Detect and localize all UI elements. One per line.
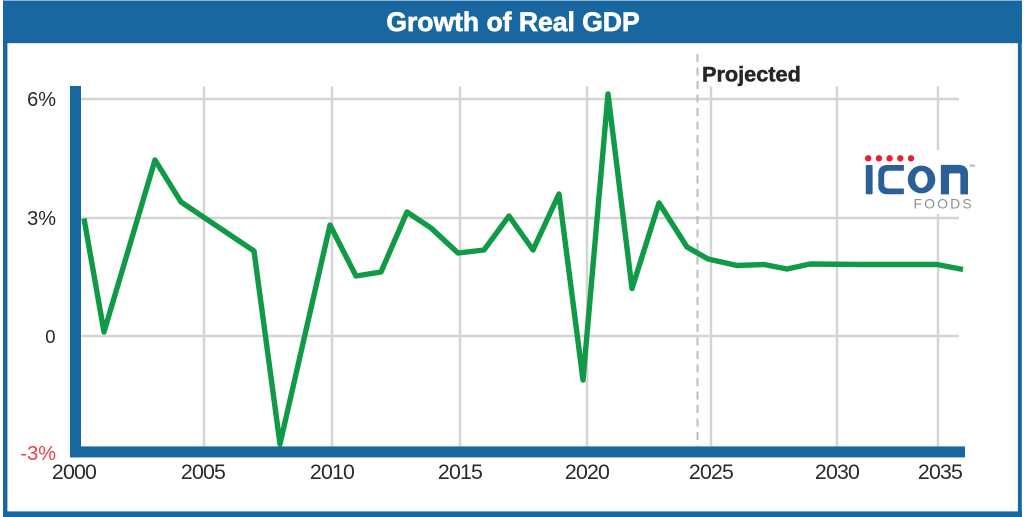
svg-text:-3%: -3% [20,443,56,465]
svg-text:2015: 2015 [438,460,482,484]
svg-text:FOODS: FOODS [914,196,974,212]
svg-text:6%: 6% [27,89,56,111]
svg-text:Growth of Real GDP: Growth of Real GDP [386,7,639,37]
svg-text:™: ™ [969,164,976,171]
svg-text:2020: 2020 [565,460,610,484]
svg-text:3%: 3% [27,208,56,230]
svg-text:0: 0 [45,326,55,347]
svg-text:2000: 2000 [52,460,97,484]
svg-text:2035: 2035 [918,460,962,484]
svg-text:2025: 2025 [689,460,733,484]
svg-text:2030: 2030 [815,460,860,484]
svg-text:2005: 2005 [181,460,225,484]
svg-text:2010: 2010 [310,460,355,484]
svg-text:Projected: Projected [702,61,801,86]
